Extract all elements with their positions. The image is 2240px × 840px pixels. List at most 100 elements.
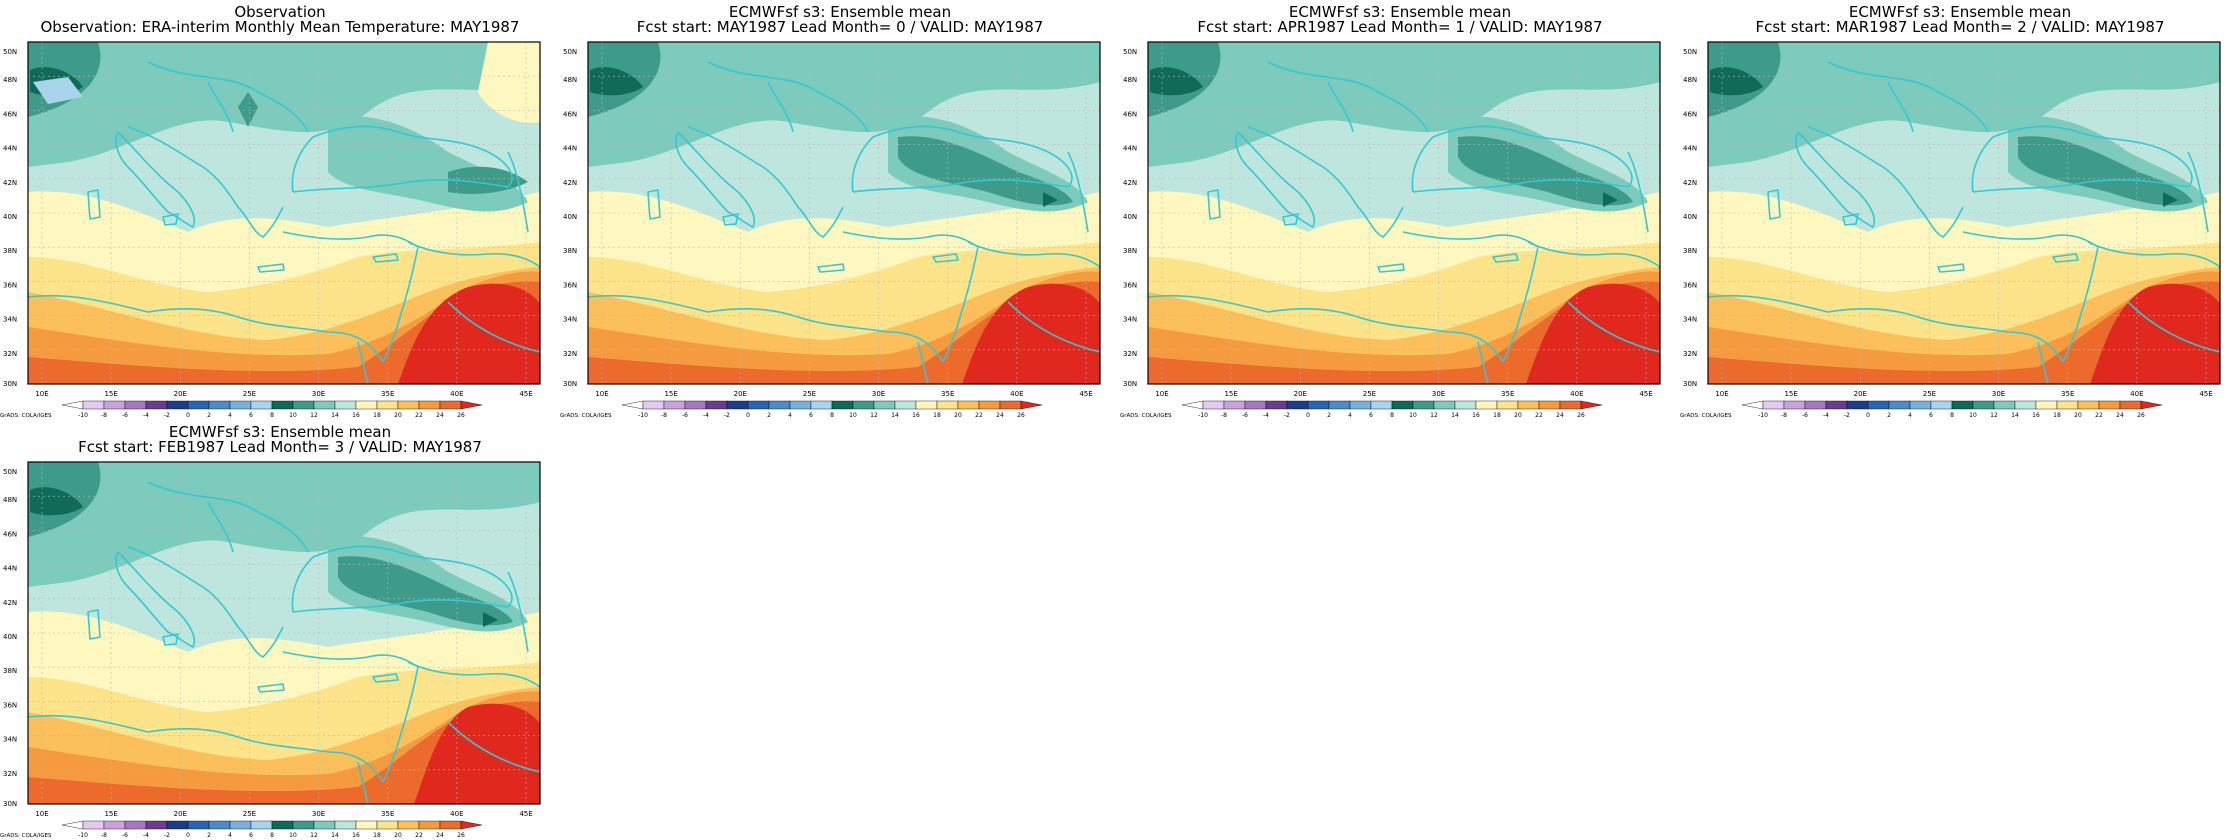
coastline-9 (1767, 189, 1781, 220)
coastline-5 (1402, 231, 1539, 248)
colorbar-level: 26 (1577, 412, 1585, 419)
colorbar-level: 14 (891, 412, 899, 419)
coastline-13 (1267, 61, 1429, 133)
colorbar-credit: GrADS: COLA/IGES (1120, 413, 1172, 419)
temperature-map: 50N 48N 46N 44N 42N 40N 38N 36N 34N 32N 30N 10E 15E 2… (1123, 41, 1661, 398)
colorbar-level: 18 (373, 832, 381, 839)
map-frame (27, 41, 541, 385)
coastline-17 (767, 81, 794, 133)
colorbar-level: -8 (661, 412, 667, 419)
lon-label-10E: 10E (35, 810, 48, 818)
colorbar-level: -2 (164, 832, 170, 839)
lat-label-40N: 40N (1683, 213, 1697, 221)
colorbar-swatch (705, 400, 728, 410)
lat-label-48N: 48N (3, 76, 17, 84)
colorbar-swatch (1244, 400, 1267, 410)
coastline-8 (1282, 213, 1299, 226)
temperature-map: 50N 48N 46N 44N 42N 40N 38N 36N 34N 32N 30N 10E 15E 2… (3, 41, 541, 398)
lon-label-20E: 20E (1854, 390, 1867, 398)
coastline-4 (291, 545, 513, 613)
coastline-1 (1247, 126, 1359, 208)
colorbar-swatch (103, 820, 126, 830)
lon-label-25E: 25E (243, 810, 256, 818)
colorbar-level: -10 (1198, 412, 1208, 419)
colorbar-swatch (936, 400, 959, 410)
colorbar-level: 6 (249, 412, 253, 419)
colorbar-swatch (313, 400, 336, 410)
coastline-16 (917, 341, 929, 384)
colorbar-arrow-high (460, 820, 483, 830)
coastline-0 (115, 131, 196, 228)
lat-label-44N: 44N (563, 145, 577, 153)
panel-subtitle: Fcst start: APR1987 Lead Month= 1 / VALI… (1197, 18, 1603, 36)
colorbar-level: 10 (1409, 412, 1417, 419)
coastline-17 (207, 501, 234, 553)
band-8-east (2163, 192, 2178, 207)
lon-label-25E: 25E (803, 390, 816, 398)
colorbar-level: -6 (122, 832, 128, 839)
coastline-2 (237, 626, 284, 658)
lon-label-45E: 45E (1639, 390, 1652, 398)
colorbar-level: 12 (1430, 412, 1438, 419)
lat-label-30N: 30N (563, 380, 577, 388)
lon-label-35E: 35E (1501, 390, 1514, 398)
coastline-2 (1357, 206, 1404, 238)
coastline-12 (507, 571, 529, 653)
colorbar-level: -6 (122, 412, 128, 419)
colorbar-swatch (1762, 400, 1785, 410)
coastline-2 (1917, 206, 1964, 238)
lon-label-15E: 15E (104, 390, 117, 398)
band-10-east (1458, 136, 1633, 206)
lat-label-38N: 38N (1123, 247, 1137, 255)
temperature-map: 50N 48N 46N 44N 42N 40N 38N 36N 34N 32N 30N 10E 15E 2… (3, 461, 541, 818)
colorbar-swatch (166, 820, 189, 830)
lon-label-20E: 20E (1294, 390, 1307, 398)
colorbar-swatch (1846, 400, 1869, 410)
colorbar-level: 0 (1866, 412, 1870, 419)
colorbar-level: 26 (1017, 412, 1025, 419)
colorbar-arrow-high (460, 400, 483, 410)
colorbar-swatch (2014, 400, 2037, 410)
colorbar-level: 12 (1990, 412, 1998, 419)
band-10-center (238, 92, 258, 127)
lon-label-15E: 15E (1224, 390, 1237, 398)
colorbar-swatch (642, 400, 665, 410)
coastline-12 (1067, 151, 1089, 233)
lat-label-40N: 40N (3, 213, 17, 221)
coastline-14 (2087, 241, 2220, 268)
colorbar-swatch (103, 400, 126, 410)
colorbar-level: 8 (1390, 412, 1394, 419)
lat-label-48N: 48N (3, 496, 17, 504)
colorbar-level: 18 (933, 412, 941, 419)
colorbar-arrow-low (1181, 400, 1204, 410)
colorbar-swatch (894, 400, 917, 410)
colorbar-level: 12 (870, 412, 878, 419)
colorbar-swatch (271, 820, 294, 830)
lon-label-45E: 45E (1079, 390, 1092, 398)
colorbar-level: -4 (143, 412, 149, 419)
coastline-8 (1842, 213, 1859, 226)
band-26 (962, 283, 1100, 384)
colorbar-level: 2 (207, 832, 211, 839)
colorbar-swatch (1825, 400, 1848, 410)
colorbar: GrADS: COLA/IGES -10 -8 -6 -4 -2 0 2 4 6 8 10 12 14 16… (1120, 400, 1603, 419)
lon-label-35E: 35E (941, 390, 954, 398)
coastline-14 (407, 661, 540, 688)
lat-label-44N: 44N (3, 145, 17, 153)
band-8-east (483, 612, 498, 627)
colorbar-swatch (2119, 400, 2142, 410)
colorbar-level: 20 (1514, 412, 1522, 419)
map-area (587, 41, 1101, 385)
colorbar-swatch (915, 400, 938, 410)
coastline-3 (852, 179, 1069, 193)
lat-label-48N: 48N (1683, 76, 1697, 84)
lat-label-34N: 34N (1683, 316, 1697, 324)
lat-label-30N: 30N (1123, 380, 1137, 388)
map-frame (1707, 41, 2221, 385)
lon-label-30E: 30E (1992, 390, 2005, 398)
colorbar-level: -4 (143, 832, 149, 839)
colorbar: GrADS: COLA/IGES -10 -8 -6 -4 -2 0 2 4 6 8 10 12 14 16… (560, 400, 1043, 419)
colorbar-level: 2 (767, 412, 771, 419)
colorbar-swatch (684, 400, 707, 410)
colorbar-level: 24 (996, 412, 1004, 419)
